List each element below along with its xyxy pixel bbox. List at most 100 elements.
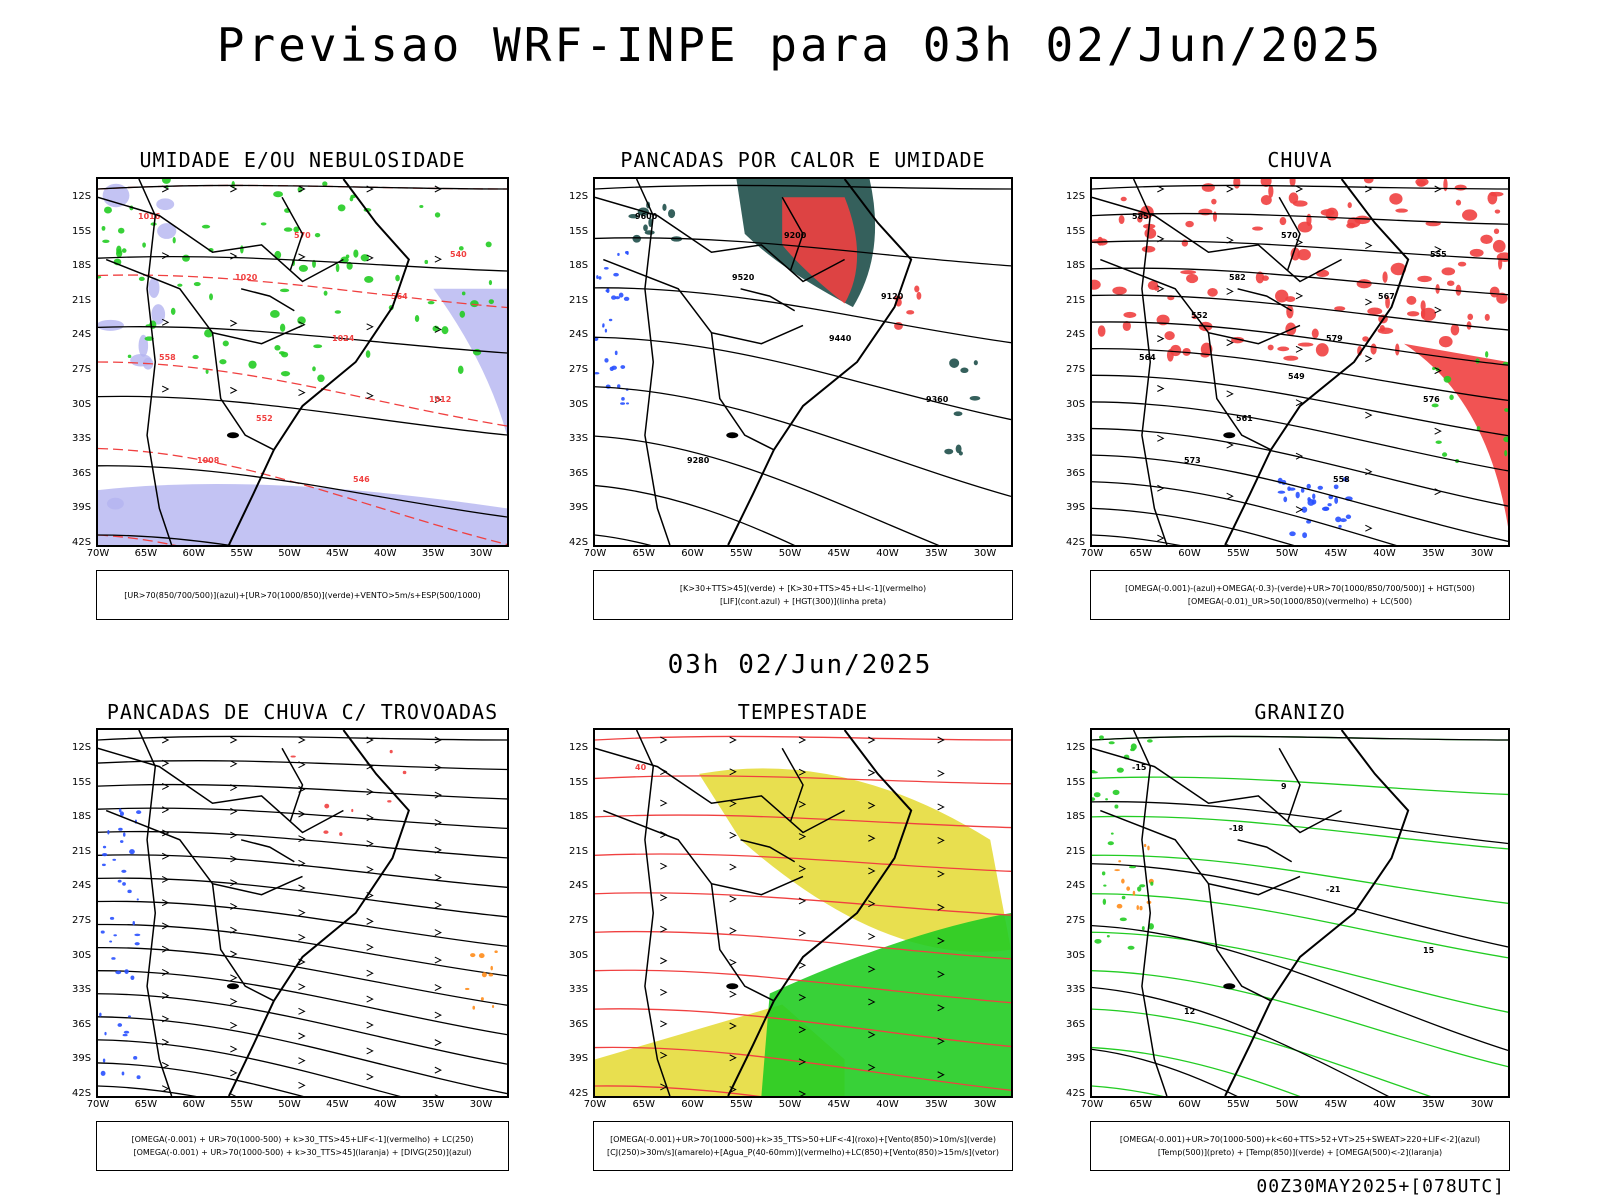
wind-vector: [298, 185, 306, 193]
divergence-blue: [119, 811, 125, 817]
rain-area: [1123, 311, 1137, 318]
map-pancadas-trovoadas: [96, 728, 509, 1098]
streamline-arrow: [230, 1045, 238, 1053]
lat-tick-label: 30S: [72, 949, 92, 961]
wind-vector: [729, 895, 737, 903]
pressure-contour: [98, 184, 507, 190]
lif-contour: [621, 397, 625, 401]
omega-blue: [1342, 477, 1348, 482]
convection-area: [632, 234, 642, 243]
lon-tick-label: 65W: [632, 1099, 656, 1110]
unstable-area: [782, 197, 858, 304]
lif-contour: [605, 289, 609, 292]
convection-area: [960, 367, 969, 374]
contour-label: 540: [450, 250, 467, 259]
moisture-green: [472, 348, 482, 356]
lon-tick-label: 40W: [373, 548, 397, 559]
moisture-green: [349, 196, 354, 202]
omega-green: [1431, 403, 1439, 408]
panel-title-pancadas-calor: PANCADAS POR CALOR E UMIDADE: [620, 148, 986, 172]
wind-vector: [660, 894, 668, 902]
moisture-green: [340, 256, 349, 264]
temp850-contour: [1114, 804, 1119, 809]
rain-area: [1212, 211, 1217, 222]
streamline-arrow: [366, 917, 374, 925]
rain-area: [1441, 267, 1456, 276]
rain-area: [1137, 216, 1143, 223]
streamline-arrow: [366, 866, 374, 874]
lat-tick-label: 36S: [1066, 1018, 1086, 1030]
pressure-contour: [98, 465, 507, 518]
rain-area: [1415, 179, 1429, 186]
omega-blue: [1317, 485, 1324, 490]
temp850-contour: [1092, 970, 1508, 1068]
wind-vector: [230, 319, 238, 327]
divergence-blue: [117, 1023, 123, 1027]
lat-tick-label: 33S: [1066, 433, 1086, 445]
streamline-arrow: [1226, 236, 1234, 244]
red-area: [339, 832, 343, 837]
divergence-blue: [118, 808, 122, 813]
temp850-contour: [1110, 832, 1114, 835]
contour-label: 15: [1423, 946, 1435, 955]
streamline-arrow: [298, 810, 306, 818]
lat-tick-label: 42S: [1066, 537, 1086, 548]
rain-area: [1389, 193, 1403, 205]
contour-label: 573: [1184, 456, 1201, 465]
convection-area: [628, 213, 639, 219]
map-canvas-pancadas-trovoadas: [98, 730, 507, 1096]
lat-tick-label: 30S: [72, 398, 92, 410]
orange-area: [488, 973, 494, 977]
streamline-arrow: [434, 956, 442, 964]
temp850-contour: [1092, 776, 1508, 796]
wind-vector: [937, 770, 945, 777]
wind-vector: [366, 323, 374, 331]
streamline-arrow: [230, 1069, 238, 1077]
omega-blue: [1283, 496, 1288, 503]
rain-area: [1283, 355, 1299, 361]
streamline: [98, 854, 507, 888]
streamline-arrow: [434, 846, 442, 854]
streamline-arrow: [161, 759, 170, 767]
streamline-arrow: [161, 1038, 170, 1046]
lif-contour: [598, 276, 602, 280]
lat-tick-label: 36S: [569, 467, 589, 479]
divergence-blue: [133, 1055, 138, 1060]
streamline: [98, 923, 507, 977]
wind-vector: [729, 958, 737, 966]
rain-area: [1185, 220, 1194, 228]
streamline-arrow: [1365, 524, 1373, 532]
streamline-arrow: [1295, 345, 1304, 353]
rain-area: [1467, 313, 1474, 321]
streamline-arrow: [1226, 339, 1234, 347]
lake: [226, 432, 239, 439]
streamline-arrow: [1434, 367, 1442, 375]
streamline: [98, 760, 507, 771]
lat-tick-label: 18S: [72, 811, 92, 823]
lif-contour: [620, 402, 626, 405]
streamline-arrow: [1434, 427, 1442, 435]
rain-area: [1201, 183, 1215, 192]
convection-area: [958, 451, 963, 456]
country-border: [603, 809, 804, 896]
wind-vector: [868, 802, 876, 809]
contour-label: 1020: [235, 273, 258, 282]
streamline: [98, 1062, 304, 1096]
streamline-arrow: [298, 1081, 306, 1089]
temp850-contour: [1141, 926, 1145, 931]
streamline-arrow: [366, 995, 374, 1003]
thickness-contour: [98, 447, 507, 545]
convection-area: [973, 360, 978, 366]
divergence-blue: [102, 845, 107, 849]
lat-tick-label: 39S: [569, 502, 589, 514]
humidity-area: [98, 319, 124, 331]
wind-vector: [298, 389, 306, 397]
lat-tick-label: 36S: [1066, 467, 1086, 479]
unstable-area: [906, 310, 915, 315]
rain-area: [1122, 320, 1131, 332]
contour-label: 561: [1236, 414, 1253, 423]
lon-tick-label: 30W: [1470, 1099, 1494, 1110]
coastline: [227, 730, 410, 1096]
wind-vector: [868, 998, 876, 1006]
legend-line: [OMEGA(-0.001)+UR>70(1000-500)+k<60+TTS>…: [1119, 1135, 1481, 1144]
